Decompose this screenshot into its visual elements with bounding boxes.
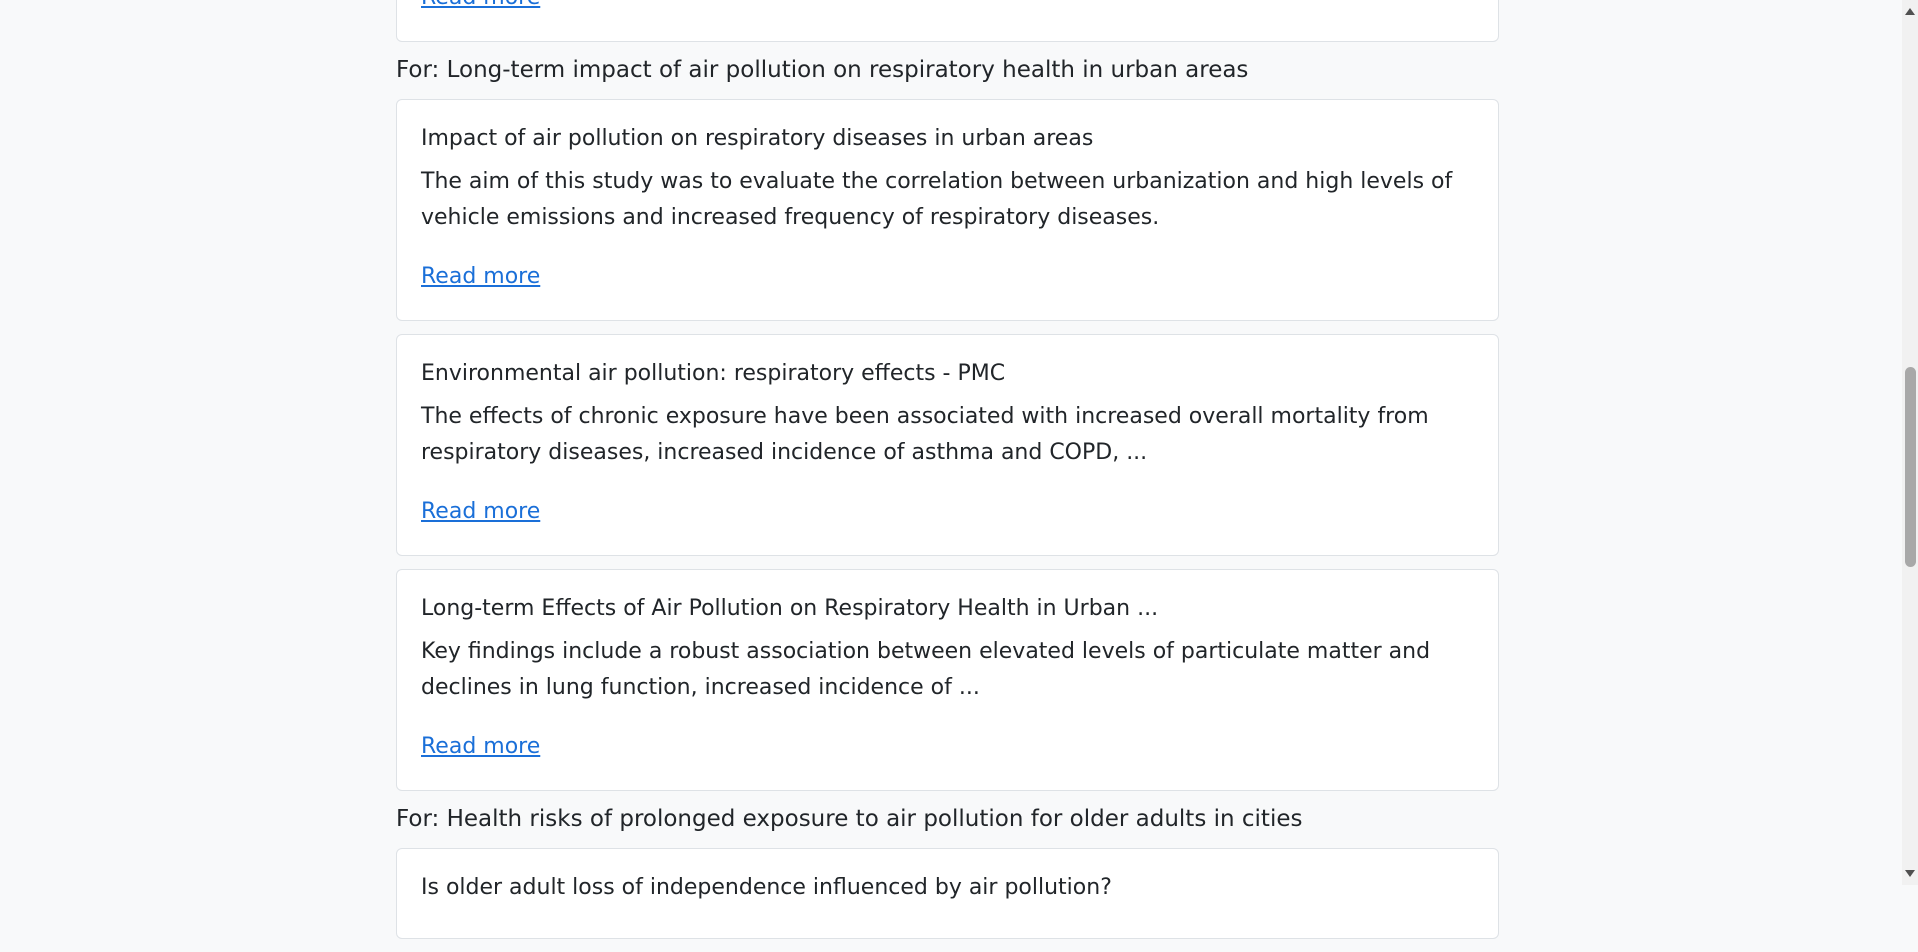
result-card: Is older adult loss of independence infl… — [396, 848, 1499, 939]
result-card: Read more — [396, 0, 1499, 42]
read-more-link[interactable]: Read more — [421, 499, 541, 524]
query-heading: For: Long-term impact of air pollution o… — [396, 57, 1249, 83]
result-title: Environmental air pollution: respiratory… — [421, 361, 1006, 386]
scroll-up[interactable] — [1905, 8, 1915, 15]
result-card: Long-term Effects of Air Pollution on Re… — [396, 569, 1499, 791]
result-snippet: Key findings include a robust associatio… — [421, 639, 1431, 700]
result-title: Impact of air pollution on respiratory d… — [421, 126, 1094, 151]
page: {"sections": [ {"results": [{"link": "Re… — [396, 0, 1918, 939]
result-snippet: The aim of this study was to evaluate th… — [421, 169, 1453, 230]
query-heading: For: Health risks of prolonged exposure … — [396, 806, 1303, 832]
results-feed: Read more For: Long-term impact of air po… — [396, 0, 1499, 952]
scroll-thumb[interactable] — [1905, 367, 1916, 567]
scrollbar[interactable] — [1902, 0, 1918, 885]
read-more-link[interactable]: Read more — [421, 734, 541, 759]
result-title: Long-term Effects of Air Pollution on Re… — [421, 596, 1159, 621]
scroll-down[interactable] — [1905, 870, 1915, 877]
result-title: Is older adult loss of independence infl… — [421, 875, 1112, 900]
result-card: Impact of air pollution on respiratory d… — [396, 99, 1499, 321]
result-card: Environmental air pollution: respiratory… — [396, 334, 1499, 556]
read-more-link[interactable]: Read more — [421, 264, 541, 289]
scrollbar-arrows — [1905, 8, 1915, 877]
read-more-link[interactable]: Read more — [421, 0, 540, 16]
result-snippet: The effects of chronic exposure have bee… — [421, 404, 1429, 465]
